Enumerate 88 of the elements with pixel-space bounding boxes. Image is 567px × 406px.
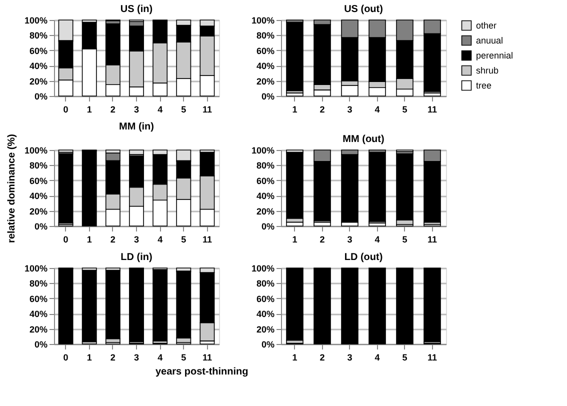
x-tick-label: 2	[110, 104, 116, 114]
legend-label: perennial	[476, 50, 514, 60]
x-tick-label: 3	[134, 104, 140, 114]
x-tick-label: 11	[202, 234, 212, 244]
y-tick-label: 100%	[24, 16, 48, 26]
x-tick-label: 3	[134, 234, 140, 244]
y-axis-title: relative dominance (%)	[6, 134, 18, 243]
x-tick-label: 3	[134, 352, 140, 362]
x-tick-label: 3	[347, 352, 352, 362]
y-tick-label: 40%	[256, 309, 274, 320]
x-axis-title: years post-thinning	[155, 366, 248, 378]
x-tick-label: 4	[158, 352, 163, 362]
y-tick-label: 0%	[34, 222, 48, 232]
x-tick-label: 1	[292, 104, 298, 114]
y-tick-label: 0%	[34, 92, 48, 102]
y-tick-label: 40%	[256, 61, 274, 72]
y-tick-label: 20%	[29, 206, 48, 216]
x-tick-label: 1	[292, 352, 298, 362]
y-tick-label: 80%	[29, 160, 48, 171]
y-tick-label: 0%	[261, 340, 274, 350]
y-tick-label: 0%	[261, 92, 274, 102]
x-tick-label: 4	[374, 104, 380, 114]
y-tick-label: 80%	[256, 160, 274, 171]
y-tick-label: 60%	[256, 294, 274, 304]
x-tick-label: 0	[63, 234, 68, 244]
y-tick-label: 20%	[29, 76, 48, 86]
y-tick-label: 20%	[29, 324, 48, 334]
x-tick-label: 11	[427, 104, 438, 114]
y-tick-label: 100%	[251, 146, 274, 156]
y-tick-label: 100%	[24, 264, 48, 274]
y-tick-label: 40%	[29, 309, 48, 320]
x-tick-label: 11	[427, 352, 438, 362]
y-tick-label: 100%	[251, 264, 274, 274]
x-tick-label: 1	[86, 104, 92, 114]
y-tick-label: 0%	[261, 222, 274, 232]
y-tick-label: 20%	[256, 76, 274, 86]
x-tick-label: 2	[110, 234, 116, 244]
y-tick-label: 80%	[29, 278, 48, 289]
y-tick-label: 60%	[256, 46, 274, 56]
y-tick-label: 80%	[29, 30, 48, 41]
x-tick-label: 5	[402, 352, 408, 362]
y-tick-label: 40%	[29, 191, 48, 202]
chart-title: MM (out)	[342, 134, 384, 145]
x-tick-label: 2	[110, 352, 116, 362]
y-tick-label: 40%	[29, 61, 48, 72]
x-tick-label: 5	[181, 352, 186, 362]
y-tick-label: 0%	[34, 340, 48, 350]
x-tick-label: 0	[63, 352, 68, 362]
x-tick-label: 3	[347, 234, 352, 244]
y-tick-label: 60%	[256, 176, 274, 186]
chart-title: US (in)	[120, 4, 153, 15]
x-tick-label: 1	[86, 352, 92, 362]
x-tick-label: 4	[158, 234, 163, 244]
y-tick-label: 100%	[251, 16, 274, 26]
y-tick-label: 60%	[29, 294, 48, 304]
x-tick-label: 4	[158, 104, 163, 114]
x-tick-label: 11	[202, 104, 212, 114]
chart-title: LD (in)	[120, 252, 152, 263]
x-tick-label: 2	[320, 352, 325, 362]
x-tick-label: 11	[202, 352, 212, 362]
x-tick-label: 2	[320, 234, 325, 244]
x-tick-label: 5	[402, 104, 408, 114]
x-tick-label: 5	[181, 234, 186, 244]
x-tick-label: 11	[427, 234, 438, 244]
y-tick-label: 80%	[256, 278, 274, 289]
x-tick-label: 1	[86, 234, 92, 244]
y-tick-label: 20%	[256, 324, 274, 334]
chart-title: MM (in)	[119, 122, 154, 133]
x-tick-label: 1	[292, 234, 298, 244]
y-tick-label: 20%	[256, 206, 274, 216]
y-tick-label: 100%	[24, 146, 48, 156]
x-tick-label: 5	[181, 104, 186, 114]
x-tick-label: 3	[347, 104, 352, 114]
y-tick-label: 40%	[256, 191, 274, 202]
x-tick-label: 4	[374, 352, 380, 362]
chart-title: LD (out)	[344, 252, 383, 263]
x-tick-label: 0	[63, 104, 68, 114]
legend-label: other	[476, 20, 497, 30]
y-tick-label: 60%	[29, 46, 48, 56]
legend-label: shrub	[476, 66, 499, 76]
y-tick-label: 80%	[256, 30, 274, 41]
x-tick-label: 5	[402, 234, 408, 244]
x-tick-label: 2	[320, 104, 325, 114]
x-tick-label: 4	[374, 234, 380, 244]
chart-title: US (out)	[344, 4, 383, 15]
legend-label: tree	[476, 80, 492, 90]
y-tick-label: 60%	[29, 176, 48, 186]
legend-label: anuual	[476, 36, 504, 46]
